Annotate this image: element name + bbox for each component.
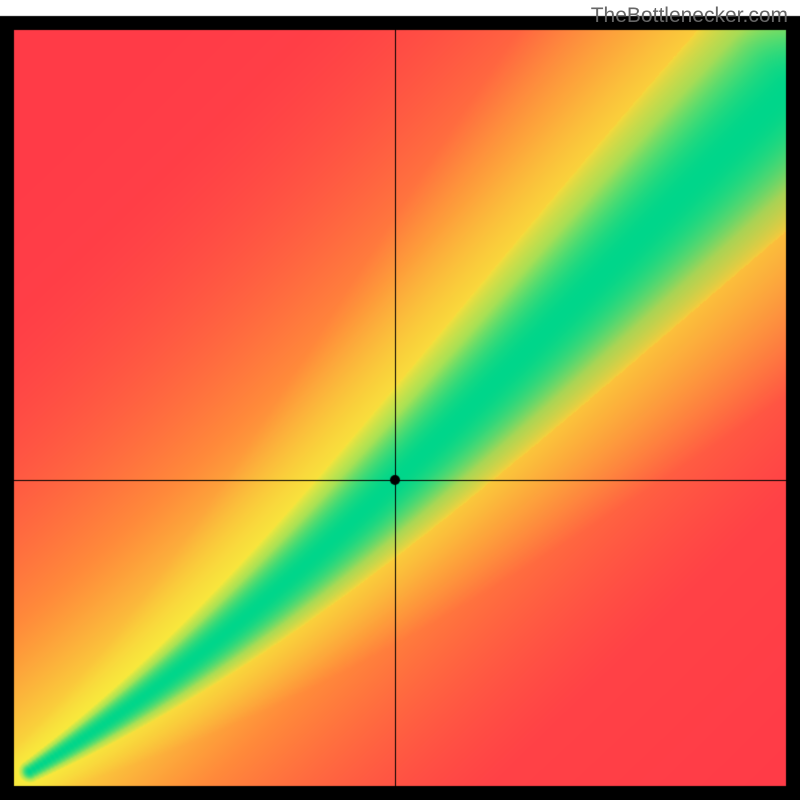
watermark-text: TheBottlenecker.com: [591, 4, 788, 28]
chart-container: TheBottlenecker.com: [0, 0, 800, 800]
heatmap-canvas: [0, 0, 800, 800]
